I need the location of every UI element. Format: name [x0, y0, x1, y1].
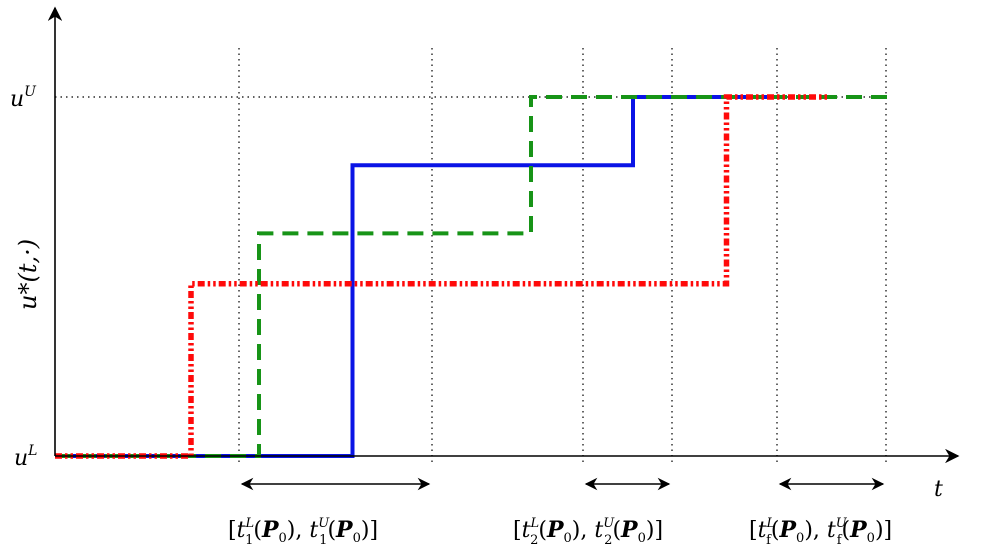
series-dashed-step-line — [55, 95, 888, 458]
interval-labels: [tL 1(P0), tU 1(P0)] [tL 2(P0), tU 2(P0)] [t… — [228, 516, 892, 548]
axes — [47, 6, 960, 464]
interval-label-2: [tL 2(P0), tU 2(P0)] — [513, 516, 663, 548]
x-axis-symbol: t — [934, 477, 943, 502]
series-layer — [55, 94, 888, 459]
y-axis-label: u*(t,·) — [14, 239, 42, 310]
guide-lines — [55, 48, 890, 462]
series-solid-step-line — [55, 95, 778, 458]
series-dashdot-step-line — [55, 94, 829, 459]
y-tick-lower: uL — [14, 443, 37, 471]
interval-label-1: [tL 1(P0), tU 1(P0)] — [228, 516, 378, 548]
interval-label-f: [tL f(P0), tU f(P0)] — [749, 516, 892, 548]
y-tick-upper: uU — [10, 84, 37, 112]
